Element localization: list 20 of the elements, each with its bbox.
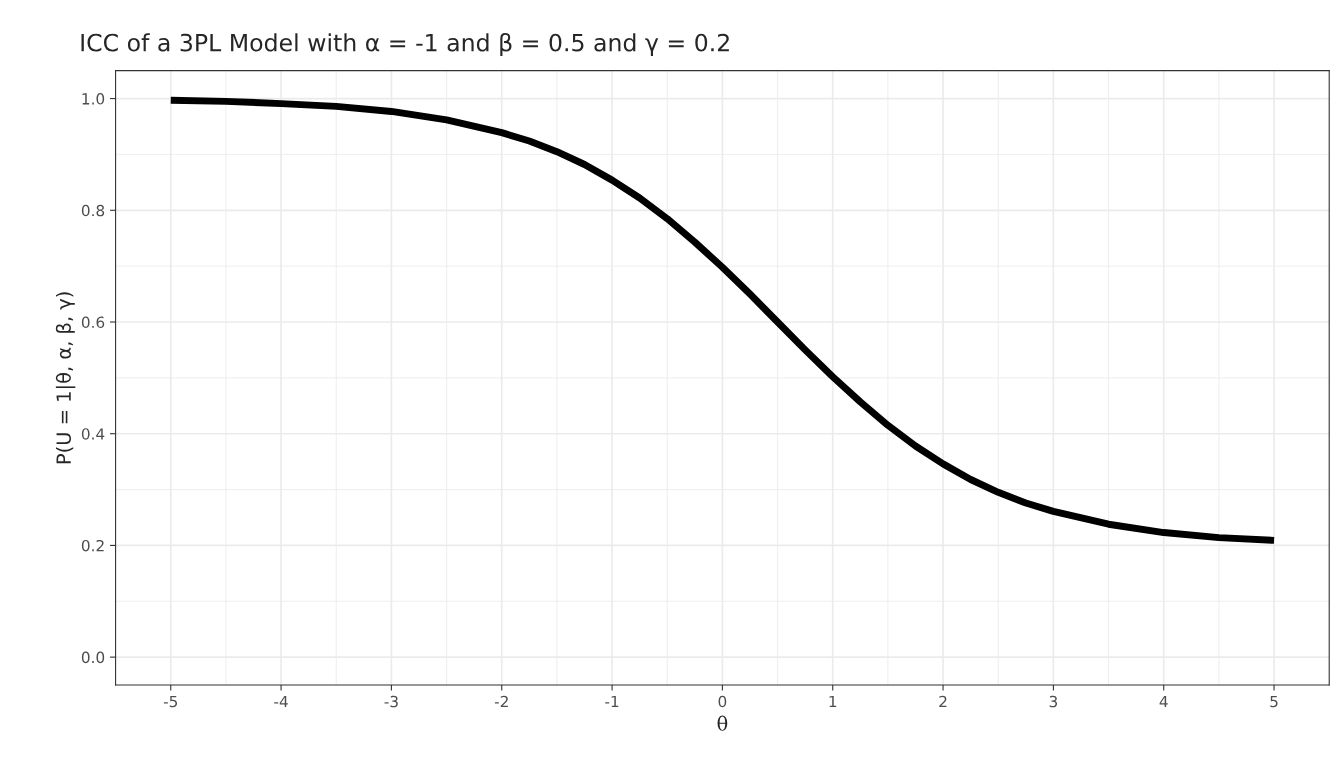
- x-tick-label: 0: [718, 695, 727, 708]
- x-tick-label: 4: [1159, 695, 1168, 708]
- x-tick-label: -2: [494, 695, 508, 708]
- y-tick-label: 0.2: [81, 539, 104, 552]
- chart-title: ICC of a 3PL Model with α = -1 and β = 0.5 and γ = 0.2: [81, 33, 729, 57]
- x-tick-label: -4: [274, 695, 288, 708]
- x-axis-title: θ: [717, 715, 728, 731]
- y-tick-label: 1.0: [82, 93, 105, 105]
- x-tick-label: -1: [605, 695, 619, 708]
- x-tick-label: -3: [384, 695, 398, 708]
- x-tick-label: 5: [1270, 695, 1278, 708]
- x-tick-label: 3: [1049, 695, 1058, 708]
- y-axis-title: P(U = 1|θ, α, β, γ): [55, 292, 76, 464]
- x-tick-label: 2: [939, 695, 947, 708]
- x-tick-label: 1: [829, 695, 837, 708]
- y-tick-label: 0.0: [81, 651, 105, 664]
- y-tick-label: 0.4: [81, 428, 105, 440]
- x-tick-label: -5: [163, 695, 178, 708]
- y-tick-label: 0.6: [81, 316, 105, 329]
- y-tick-label: 0.8: [81, 204, 105, 217]
